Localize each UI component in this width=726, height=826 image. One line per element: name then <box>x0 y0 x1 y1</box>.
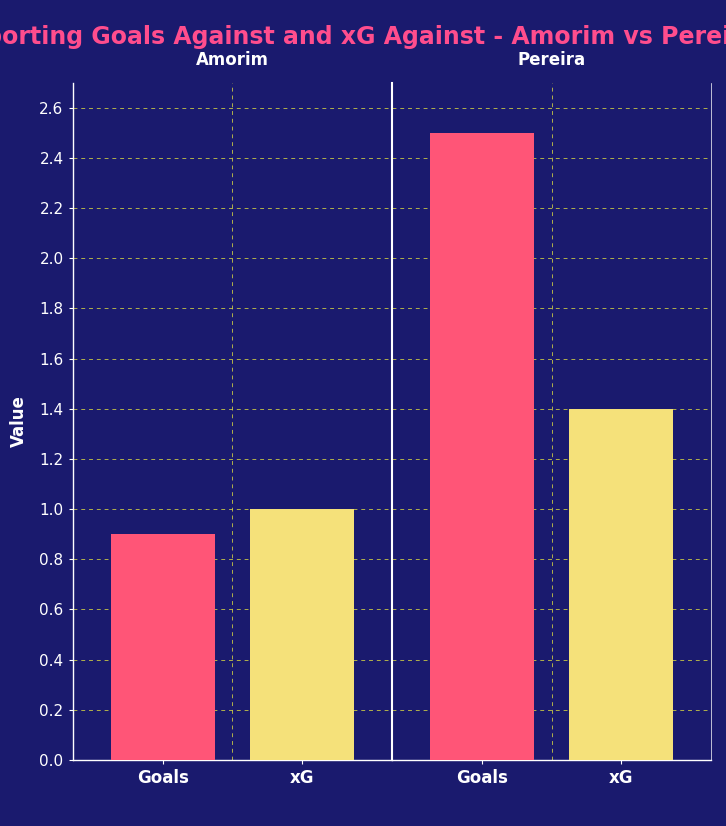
Text: Pereira: Pereira <box>518 51 586 69</box>
Bar <box>250 509 354 760</box>
Text: Amorim: Amorim <box>196 51 269 69</box>
Bar <box>111 534 215 760</box>
Y-axis label: Value: Value <box>10 396 28 447</box>
Text: Sporting Goals Against and xG Against - Amorim vs Pereira: Sporting Goals Against and xG Against - … <box>0 25 726 49</box>
Bar <box>569 409 673 760</box>
Bar <box>431 133 534 760</box>
